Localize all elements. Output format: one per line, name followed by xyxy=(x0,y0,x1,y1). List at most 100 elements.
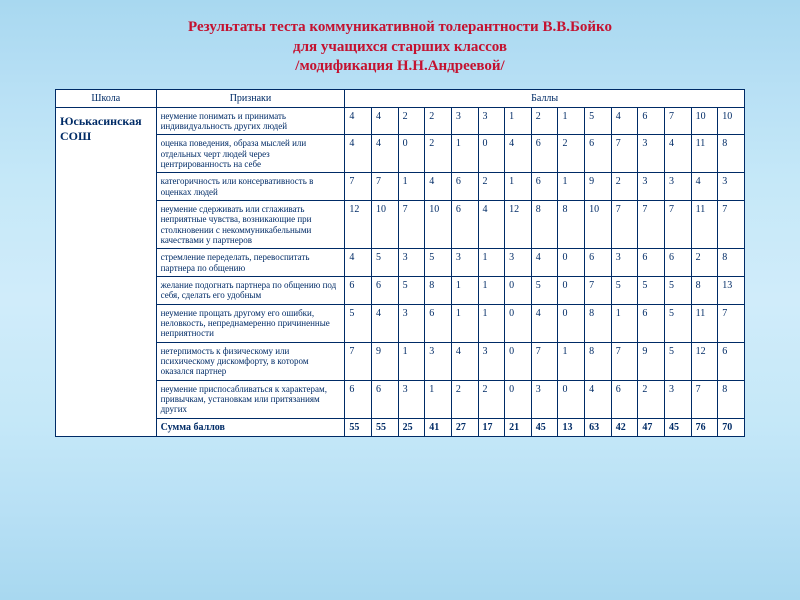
value-cell: 10 xyxy=(718,107,745,135)
value-cell: 5 xyxy=(371,249,398,277)
value-cell: 7 xyxy=(665,107,692,135)
value-cell: 5 xyxy=(665,342,692,380)
value-cell: 7 xyxy=(585,276,612,304)
table-row: неумение прощать другому его ошибки, нел… xyxy=(56,304,745,342)
value-cell: 7 xyxy=(638,200,665,248)
value-cell: 3 xyxy=(398,249,425,277)
value-cell: 7 xyxy=(345,173,372,201)
value-cell: 0 xyxy=(398,135,425,173)
value-cell: 6 xyxy=(345,380,372,418)
attribute-cell: неумение приспосабливаться к характерам,… xyxy=(156,380,345,418)
value-cell: 6 xyxy=(531,135,558,173)
value-cell: 3 xyxy=(718,173,745,201)
value-cell: 6 xyxy=(585,249,612,277)
value-cell: 8 xyxy=(558,200,585,248)
value-cell: 2 xyxy=(478,380,505,418)
value-cell: 3 xyxy=(398,380,425,418)
table-row: желание подогнать партнера по общению по… xyxy=(56,276,745,304)
value-cell: 2 xyxy=(398,107,425,135)
table-row: нетерпимость к физическому или психическ… xyxy=(56,342,745,380)
value-cell: 12 xyxy=(691,342,718,380)
value-cell: 6 xyxy=(585,135,612,173)
value-cell: 7 xyxy=(531,342,558,380)
value-cell: 5 xyxy=(531,276,558,304)
title-line-3: /модификация Н.Н.Андреевой/ xyxy=(40,57,760,77)
table-row: Юськасинская СОШнеумение понимать и прин… xyxy=(56,107,745,135)
value-cell: 10 xyxy=(585,200,612,248)
value-cell: 7 xyxy=(691,380,718,418)
attribute-cell: нетерпимость к физическому или психическ… xyxy=(156,342,345,380)
value-cell: 13 xyxy=(718,276,745,304)
value-cell: 4 xyxy=(665,135,692,173)
value-cell: 1 xyxy=(558,173,585,201)
value-cell: 3 xyxy=(611,249,638,277)
table-container: ШколаПризнакиБаллыЮськасинская СОШнеумен… xyxy=(0,89,800,438)
value-cell: 4 xyxy=(531,249,558,277)
value-cell: 5 xyxy=(425,249,452,277)
value-cell: 10 xyxy=(425,200,452,248)
value-cell: 6 xyxy=(371,276,398,304)
table-row: оценка поведения, образа мыслей или отде… xyxy=(56,135,745,173)
value-cell: 6 xyxy=(611,380,638,418)
value-cell: 2 xyxy=(638,380,665,418)
header-attributes: Признаки xyxy=(156,89,345,107)
header-school: Школа xyxy=(56,89,157,107)
attribute-cell: желание подогнать партнера по общению по… xyxy=(156,276,345,304)
value-cell: 0 xyxy=(505,342,532,380)
value-cell: 4 xyxy=(345,135,372,173)
value-cell: 3 xyxy=(638,135,665,173)
value-cell: 5 xyxy=(665,304,692,342)
sum-value: 21 xyxy=(505,418,532,437)
page-title: Результаты теста коммуникативной толеран… xyxy=(0,0,800,89)
value-cell: 4 xyxy=(478,200,505,248)
sum-value: 41 xyxy=(425,418,452,437)
sum-value: 17 xyxy=(478,418,505,437)
results-table: ШколаПризнакиБаллыЮськасинская СОШнеумен… xyxy=(55,89,745,438)
value-cell: 3 xyxy=(505,249,532,277)
value-cell: 3 xyxy=(425,342,452,380)
sum-value: 45 xyxy=(665,418,692,437)
value-cell: 1 xyxy=(451,276,478,304)
value-cell: 2 xyxy=(451,380,478,418)
attribute-cell: стремление переделать, перевоспитать пар… xyxy=(156,249,345,277)
value-cell: 3 xyxy=(665,380,692,418)
value-cell: 6 xyxy=(451,200,478,248)
value-cell: 4 xyxy=(451,342,478,380)
sum-value: 13 xyxy=(558,418,585,437)
value-cell: 2 xyxy=(611,173,638,201)
value-cell: 5 xyxy=(398,276,425,304)
value-cell: 8 xyxy=(585,304,612,342)
value-cell: 2 xyxy=(478,173,505,201)
value-cell: 4 xyxy=(345,249,372,277)
title-line-1: Результаты теста коммуникативной толеран… xyxy=(40,18,760,38)
value-cell: 7 xyxy=(665,200,692,248)
value-cell: 6 xyxy=(345,276,372,304)
sum-value: 55 xyxy=(371,418,398,437)
sum-value: 76 xyxy=(691,418,718,437)
value-cell: 1 xyxy=(478,276,505,304)
value-cell: 0 xyxy=(505,380,532,418)
value-cell: 6 xyxy=(718,342,745,380)
value-cell: 5 xyxy=(665,276,692,304)
value-cell: 3 xyxy=(478,107,505,135)
attribute-cell: неумение прощать другому его ошибки, нел… xyxy=(156,304,345,342)
value-cell: 1 xyxy=(478,304,505,342)
attribute-cell: неумение понимать и принимать индивидуал… xyxy=(156,107,345,135)
table-row: неумение приспосабливаться к характерам,… xyxy=(56,380,745,418)
value-cell: 1 xyxy=(611,304,638,342)
value-cell: 12 xyxy=(505,200,532,248)
value-cell: 3 xyxy=(638,173,665,201)
attribute-cell: оценка поведения, образа мыслей или отде… xyxy=(156,135,345,173)
value-cell: 2 xyxy=(691,249,718,277)
value-cell: 1 xyxy=(505,107,532,135)
value-cell: 9 xyxy=(638,342,665,380)
value-cell: 1 xyxy=(451,135,478,173)
value-cell: 11 xyxy=(691,135,718,173)
school-name-cell: Юськасинская СОШ xyxy=(56,107,157,437)
value-cell: 0 xyxy=(478,135,505,173)
value-cell: 9 xyxy=(371,342,398,380)
value-cell: 6 xyxy=(638,304,665,342)
value-cell: 7 xyxy=(611,200,638,248)
value-cell: 0 xyxy=(505,276,532,304)
title-line-2: для учащихся старших классов xyxy=(40,38,760,58)
